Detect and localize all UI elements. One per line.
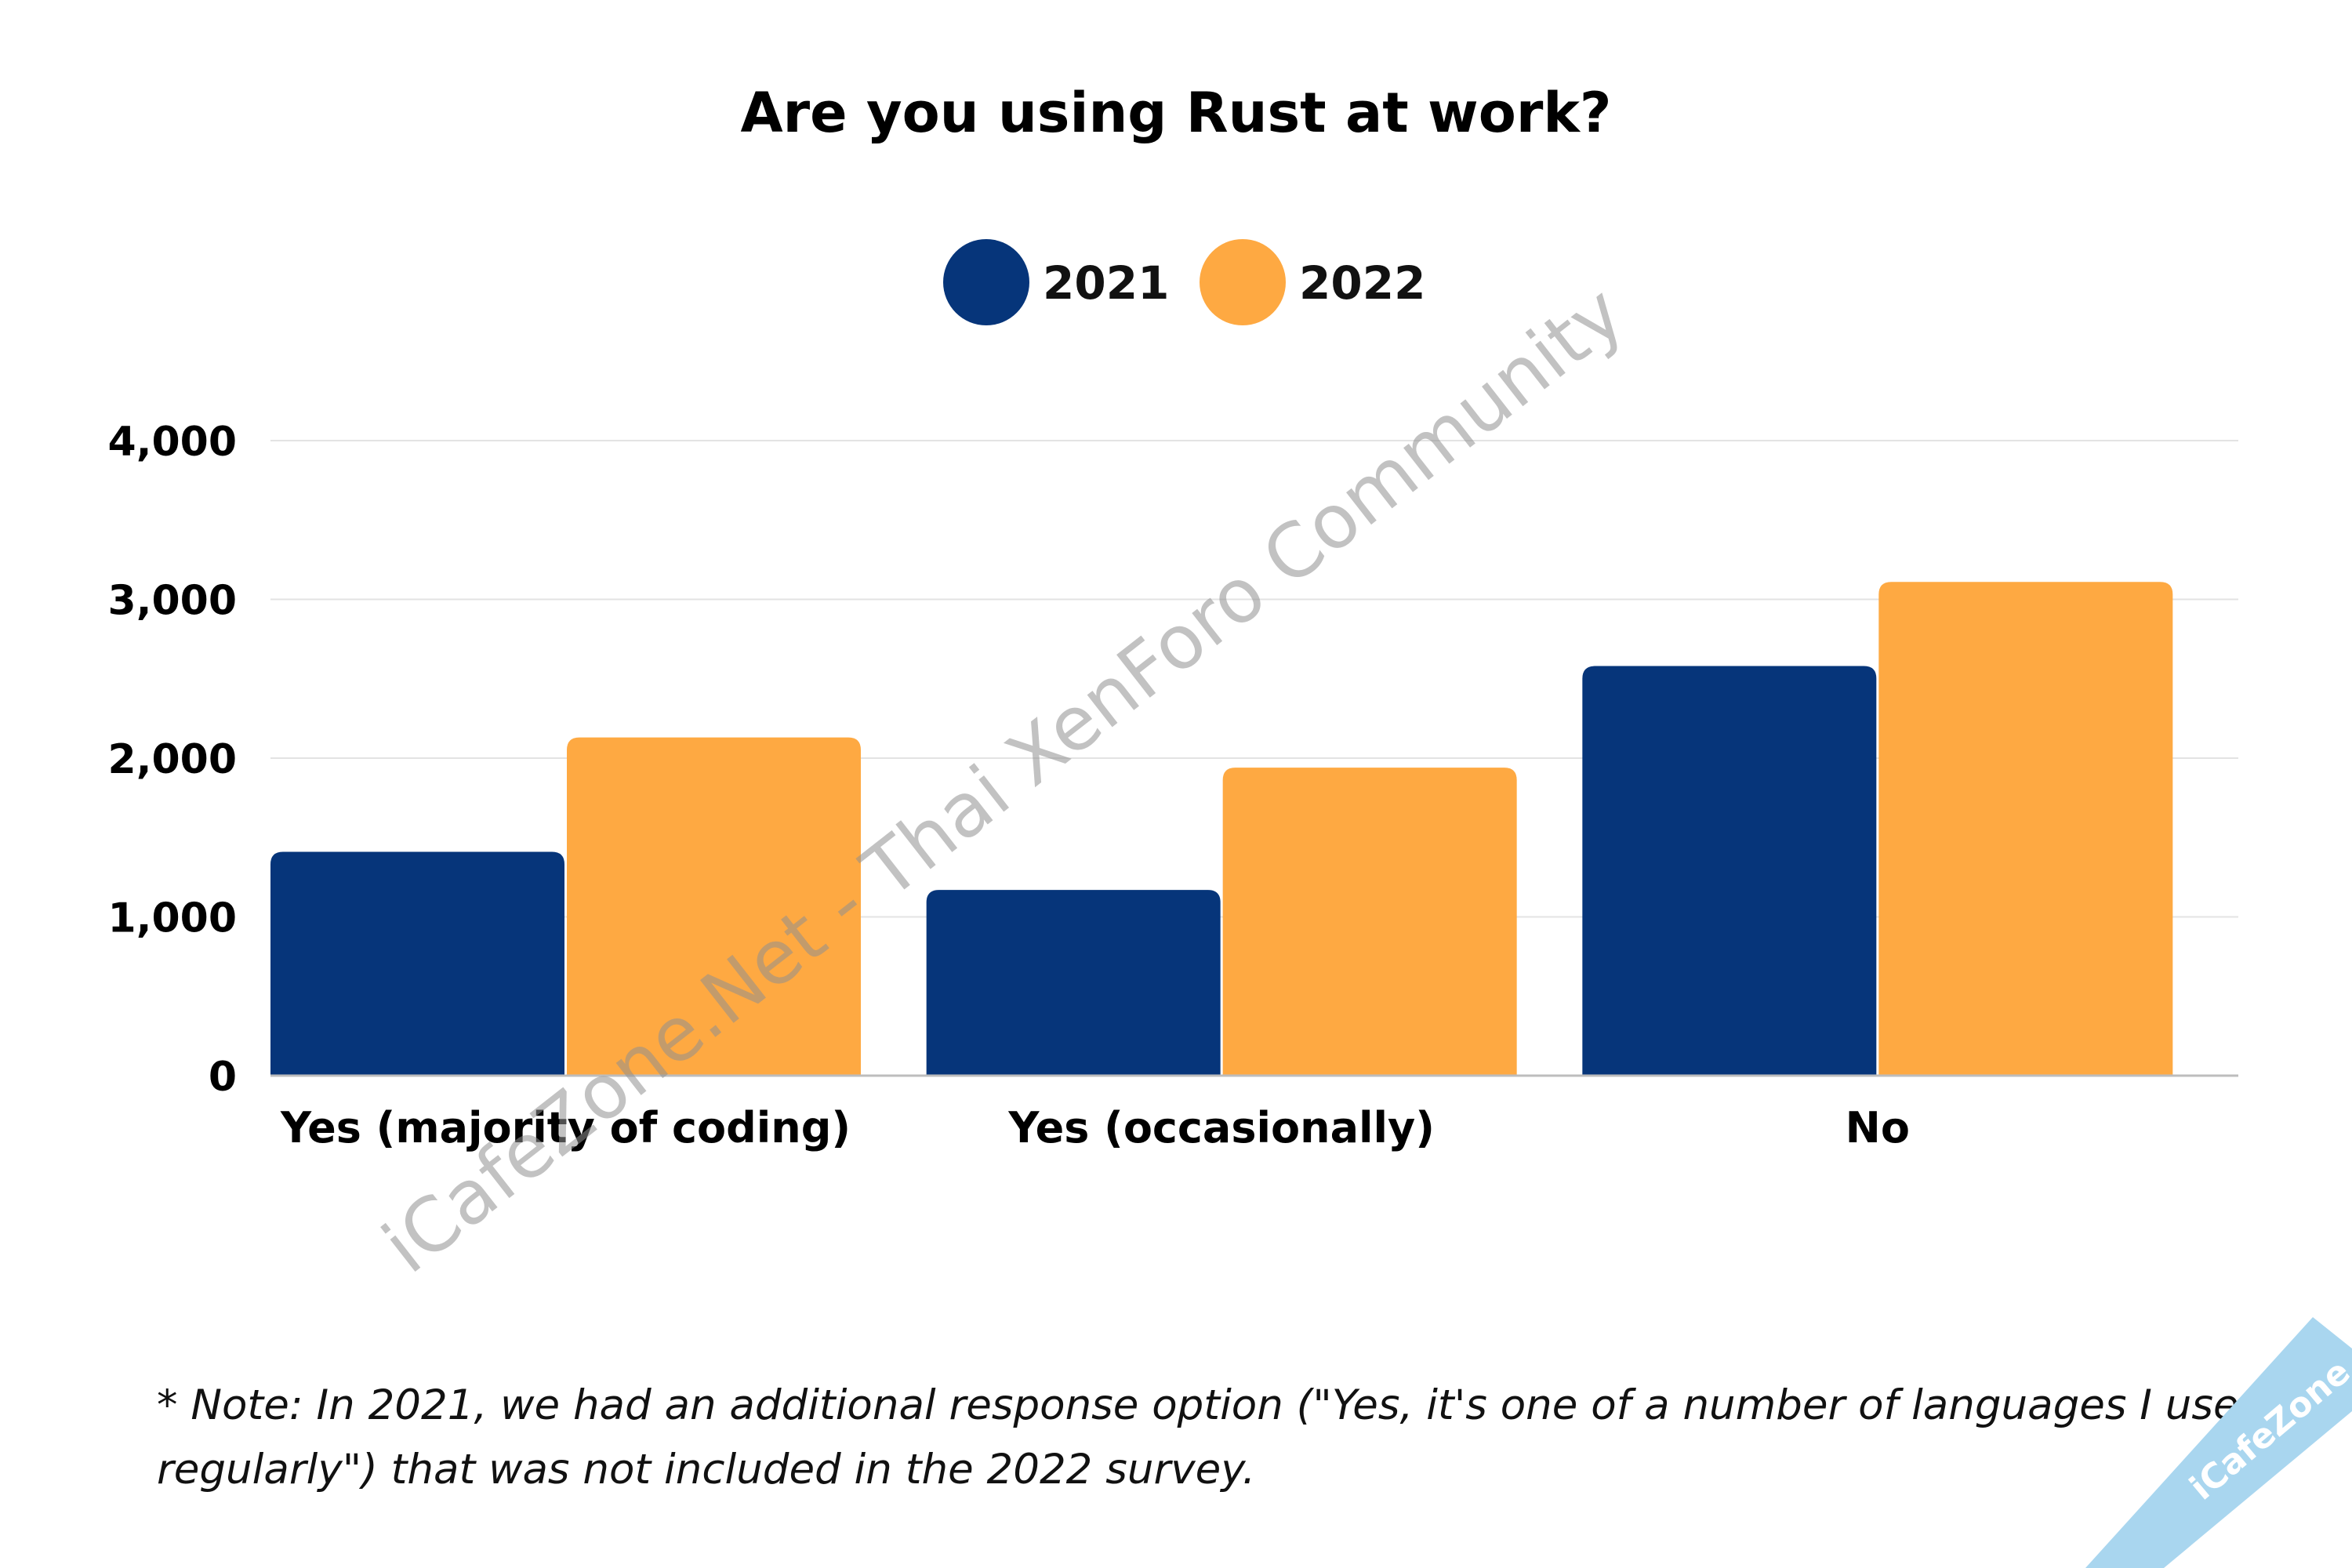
legend-swatch-2022 (1200, 239, 1286, 325)
corner-ribbon: iCafeZone (2085, 1317, 2352, 1568)
legend-item-2022: 2022 (1200, 239, 1425, 325)
ribbon-band (2085, 1317, 2352, 1568)
legend-swatch-2021 (943, 239, 1029, 325)
x-category-label: Yes (majority of coding) (280, 1103, 851, 1152)
y-tick-label: 1,000 (108, 895, 237, 942)
y-tick-label: 2,000 (108, 736, 237, 783)
axes: 0 1,000 2,000 3,000 4,000 Yes (majority of co… (108, 419, 2238, 1152)
legend-label-2021: 2021 (1043, 256, 1169, 310)
x-category-label: Yes (occasionally) (1007, 1103, 1434, 1152)
y-tick-label: 4,000 (108, 419, 237, 466)
bars (270, 582, 2173, 1076)
x-category-label: No (1846, 1103, 1910, 1152)
y-tick-label: 3,000 (108, 578, 237, 625)
bar-2022 (567, 737, 861, 1076)
legend: 2021 2022 (943, 239, 1425, 325)
chart-title: Are you using Rust at work? (740, 81, 1611, 145)
bar-2021 (1582, 666, 1877, 1076)
bar-2021 (926, 890, 1221, 1076)
bar-2021 (270, 851, 564, 1076)
bar-2022 (1878, 582, 2173, 1076)
legend-label-2022: 2022 (1299, 256, 1425, 310)
bar-2022 (1222, 768, 1517, 1076)
legend-item-2021: 2021 (943, 239, 1169, 325)
y-tick-label: 0 (209, 1054, 237, 1101)
footnote-line-2: regularly") that was not included in the… (157, 1446, 1255, 1494)
footnote-line-1: * Note: In 2021, we had an additional re… (157, 1381, 2239, 1429)
